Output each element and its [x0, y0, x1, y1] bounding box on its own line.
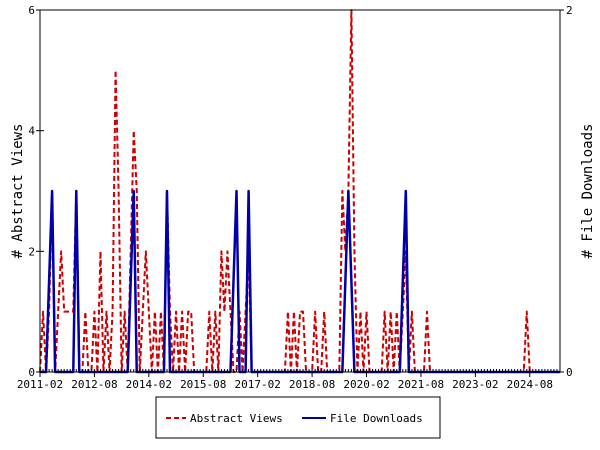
y-tick-label-left: 0 — [28, 366, 35, 379]
y-tick-label-left: 6 — [28, 4, 35, 17]
y-tick-label-left: 2 — [28, 245, 35, 258]
x-tick-label: 2024-08 — [507, 378, 553, 391]
x-tick-label: 2011-02 — [17, 378, 63, 391]
x-tick-label: 2012-08 — [71, 378, 117, 391]
legend-label-file-downloads: File Downloads — [330, 412, 423, 425]
legend-label-abstract-views: Abstract Views — [190, 412, 283, 425]
legend-box — [155, 396, 441, 439]
x-tick-label: 2014-02 — [126, 378, 172, 391]
y-axis-title-right: # File Downloads — [580, 124, 596, 259]
axes-layer: 2011-02 2012-08 2014-02 2015-08 2017-02 2018-… — [17, 4, 573, 391]
legend: Abstract Views File Downloads — [155, 396, 441, 439]
y-tick-label-right: 0 — [566, 366, 573, 379]
y-tick-label-right: 2 — [566, 4, 573, 17]
x-tick-label: 2018-08 — [289, 378, 335, 391]
x-tick-label: 2017-02 — [234, 378, 280, 391]
x-tick-label: 2015-08 — [180, 378, 226, 391]
x-tick-label: 2023-02 — [452, 378, 498, 391]
x-tick-label: 2021-08 — [398, 378, 444, 391]
y-tick-label-left: 4 — [28, 125, 35, 138]
y-axis-title-left: # Abstract Views — [10, 124, 26, 259]
x-tick-label: 2020-02 — [343, 378, 389, 391]
